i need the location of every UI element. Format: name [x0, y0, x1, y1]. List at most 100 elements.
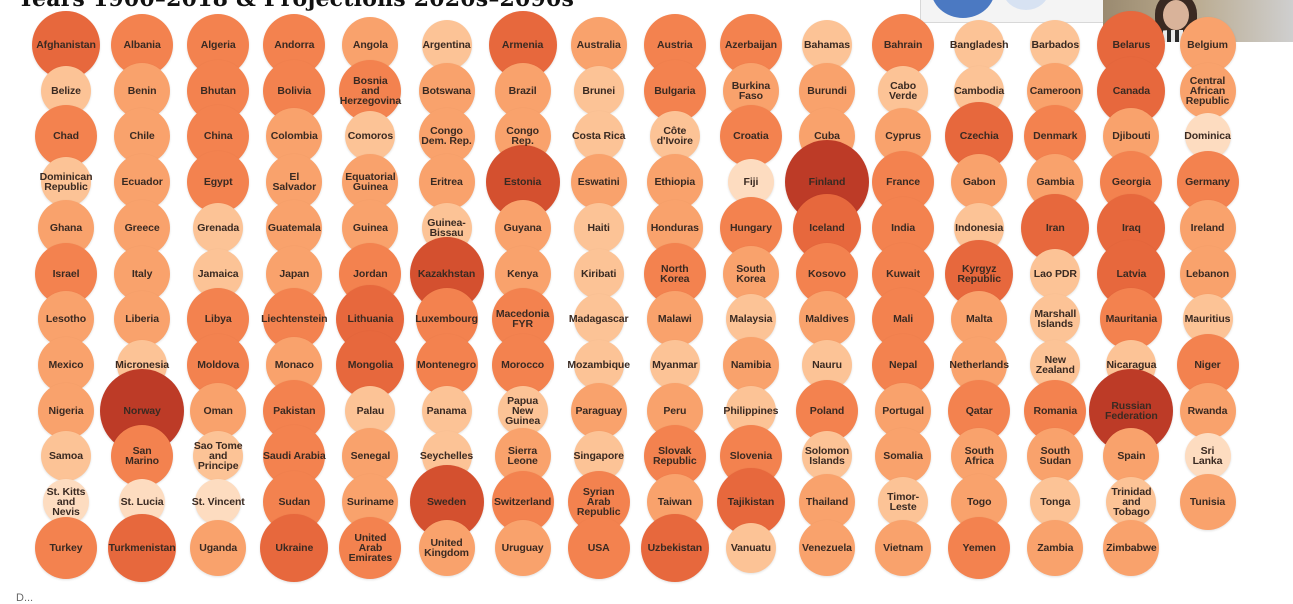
country-bubble[interactable]: Samoa — [28, 431, 104, 482]
country-bubble[interactable]: Dominican Republic — [28, 157, 104, 208]
country-bubble[interactable]: Barbados — [1017, 20, 1093, 70]
country-bubble[interactable]: Montenegro — [409, 333, 485, 396]
country-bubble[interactable]: Comoros — [332, 111, 408, 162]
country-bubble[interactable]: Maldives — [789, 291, 865, 348]
country-bubble[interactable]: Myanmar — [637, 339, 713, 390]
country-bubble[interactable]: Sweden — [409, 465, 485, 539]
country-bubble[interactable]: Belgium — [1170, 17, 1246, 73]
country-bubble[interactable]: North Korea — [637, 242, 713, 305]
country-bubble[interactable]: Trinidad and Tobago — [1093, 477, 1169, 527]
country-bubble[interactable]: Lao PDR — [1017, 248, 1093, 299]
country-bubble[interactable]: Namibia — [713, 336, 789, 393]
country-bubble[interactable]: Cabo Verde — [865, 65, 941, 116]
country-bubble[interactable]: Italy — [104, 245, 180, 302]
country-bubble[interactable]: USA — [561, 516, 637, 579]
country-bubble[interactable]: Burundi — [789, 62, 865, 119]
country-bubble[interactable]: Gabon — [941, 154, 1017, 211]
country-bubble[interactable]: Bangladesh — [941, 20, 1017, 70]
country-bubble[interactable]: Paraguay — [561, 382, 637, 439]
country-bubble[interactable]: Benin — [104, 62, 180, 119]
country-bubble[interactable]: Canada — [1093, 56, 1169, 125]
country-bubble[interactable]: Malaysia — [713, 294, 789, 345]
country-bubble[interactable]: Malawi — [637, 291, 713, 348]
country-bubble[interactable]: Poland — [789, 379, 865, 442]
country-bubble[interactable]: Morocco — [485, 333, 561, 396]
country-bubble[interactable]: Bahamas — [789, 20, 865, 70]
country-bubble[interactable]: Portugal — [865, 382, 941, 439]
country-bubble[interactable]: Vietnam — [865, 519, 941, 576]
country-bubble[interactable]: Turkmenistan — [104, 513, 180, 582]
country-bubble[interactable]: Equatorial Guinea — [332, 154, 408, 211]
country-bubble[interactable]: Iran — [1017, 193, 1093, 262]
country-bubble[interactable]: Estonia — [485, 145, 561, 220]
country-bubble[interactable]: Romania — [1017, 379, 1093, 442]
country-bubble[interactable]: Liberia — [104, 291, 180, 348]
country-bubble[interactable]: San Marino — [104, 425, 180, 488]
country-bubble[interactable]: Colombia — [256, 108, 332, 165]
country-bubble[interactable]: Somalia — [865, 428, 941, 485]
country-bubble[interactable]: Sri Lanka — [1170, 433, 1246, 480]
country-bubble[interactable]: Thailand — [789, 474, 865, 530]
country-bubble[interactable]: Vanuatu — [713, 522, 789, 573]
country-bubble[interactable]: Costa Rica — [561, 111, 637, 162]
country-bubble[interactable]: Belize — [28, 65, 104, 116]
country-bubble[interactable]: Niger — [1170, 333, 1246, 396]
country-bubble[interactable]: St. Kitts and Nevis — [28, 479, 104, 525]
country-bubble[interactable]: Tajikistan — [713, 468, 789, 536]
country-bubble[interactable]: Botswana — [409, 62, 485, 119]
country-bubble[interactable]: Mozambique — [561, 339, 637, 390]
country-bubble[interactable]: Uganda — [180, 519, 256, 576]
country-bubble[interactable]: Chile — [104, 108, 180, 165]
country-bubble[interactable]: Rwanda — [1170, 382, 1246, 439]
country-bubble[interactable]: Panama — [409, 385, 485, 436]
country-bubble[interactable]: Senegal — [332, 428, 408, 485]
country-bubble[interactable]: Nepal — [865, 333, 941, 396]
country-bubble[interactable]: Mexico — [28, 336, 104, 393]
country-bubble[interactable]: South Sudan — [1017, 428, 1093, 485]
country-bubble[interactable]: Croatia — [713, 105, 789, 168]
country-bubble[interactable]: Zimbabwe — [1093, 519, 1169, 576]
country-bubble[interactable]: Eritrea — [409, 154, 485, 211]
country-bubble[interactable]: Côte d'Ivoire — [637, 111, 713, 162]
country-bubble[interactable]: Guatemala — [256, 199, 332, 256]
country-bubble[interactable]: Egypt — [180, 151, 256, 214]
country-bubble[interactable]: Mongolia — [332, 330, 408, 399]
country-bubble[interactable]: Chad — [28, 105, 104, 168]
country-bubble[interactable]: Russian Federation — [1089, 368, 1174, 453]
country-bubble[interactable]: Kosovo — [789, 242, 865, 305]
country-bubble[interactable]: South Korea — [713, 245, 789, 302]
country-bubble[interactable]: Armenia — [485, 11, 561, 79]
country-bubble[interactable]: Madagascar — [561, 294, 637, 345]
country-bubble[interactable]: Qatar — [941, 379, 1017, 442]
country-bubble[interactable]: Palau — [332, 385, 408, 436]
country-bubble[interactable]: Bulgaria — [637, 59, 713, 122]
country-bubble[interactable]: Brunei — [561, 65, 637, 116]
country-bubble[interactable]: Slovak Republic — [637, 425, 713, 488]
country-bubble[interactable]: Sao Tome and Principe — [180, 431, 256, 482]
country-bubble[interactable]: Australia — [561, 17, 637, 73]
country-bubble[interactable]: United Kingdom — [409, 519, 485, 576]
country-bubble[interactable]: Bolivia — [256, 59, 332, 122]
country-bubble[interactable]: Tunisia — [1170, 474, 1246, 530]
country-bubble[interactable]: El Salvador — [256, 154, 332, 211]
country-bubble[interactable]: Kiribati — [561, 248, 637, 299]
country-bubble[interactable]: United Arab Emirates — [332, 516, 408, 579]
country-bubble[interactable]: Germany — [1170, 151, 1246, 214]
country-bubble[interactable]: Azerbaijan — [713, 14, 789, 76]
country-bubble[interactable]: Lebanon — [1170, 245, 1246, 302]
country-bubble[interactable]: Guyana — [485, 199, 561, 256]
country-bubble[interactable]: Uzbekistan — [637, 513, 713, 582]
country-bubble[interactable]: Congo Dem. Rep. — [409, 108, 485, 165]
country-bubble[interactable]: Bahrain — [865, 14, 941, 76]
country-bubble[interactable]: Ukraine — [256, 513, 332, 582]
country-bubble[interactable]: Ecuador — [104, 154, 180, 211]
country-bubble[interactable]: Hungary — [713, 196, 789, 259]
country-bubble[interactable]: Grenada — [180, 202, 256, 253]
country-bubble[interactable]: Greece — [104, 199, 180, 256]
country-bubble[interactable]: Eswatini — [561, 154, 637, 211]
country-bubble[interactable]: Ethiopia — [637, 154, 713, 211]
country-bubble[interactable]: Spain — [1093, 428, 1169, 485]
country-bubble[interactable]: Albania — [104, 14, 180, 76]
country-bubble[interactable]: Zambia — [1017, 519, 1093, 576]
country-bubble[interactable]: Nigeria — [28, 382, 104, 439]
